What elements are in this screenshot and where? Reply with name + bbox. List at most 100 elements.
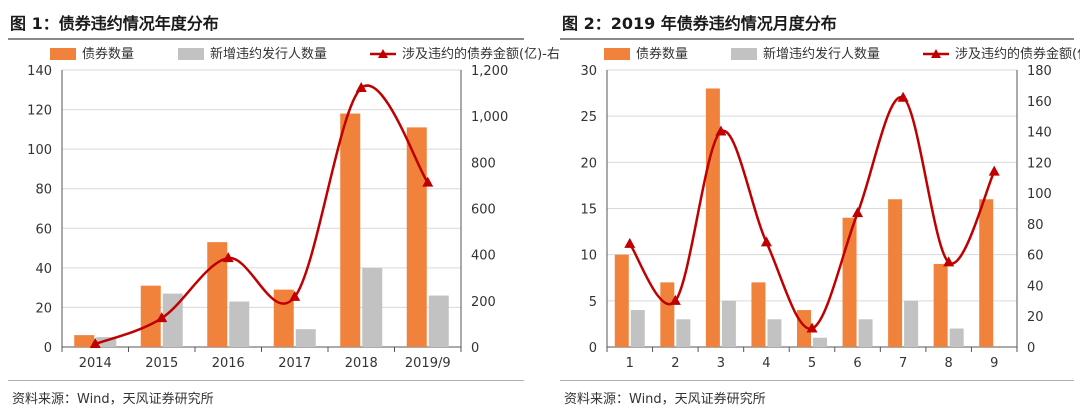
point-amount: [943, 256, 955, 267]
bar-bond-count: [933, 263, 948, 347]
point-amount: [852, 207, 864, 218]
legend-label-amount: 涉及违约的债券金额(亿)-右: [402, 46, 560, 62]
bar-bond-count: [406, 127, 427, 347]
point-amount: [89, 337, 101, 348]
bar-bond-count: [660, 282, 675, 347]
bar-bond-count: [74, 335, 95, 347]
y-right-tick-label: 600: [471, 203, 496, 218]
x-tick-label: 2: [671, 356, 679, 371]
y-right-tick-label: 80: [1027, 218, 1044, 233]
legend-marker-amount: [378, 49, 388, 58]
x-tick-label: 2017: [278, 356, 311, 371]
legend-label-new-issuers: 新增违约发行人数量: [210, 46, 327, 62]
y-left-tick-label: 40: [35, 262, 52, 277]
x-tick-label: 2016: [212, 356, 245, 371]
legend-label-bond-count: 债券数量: [636, 46, 688, 62]
y-left-tick-label: 15: [580, 203, 597, 218]
y-right-tick-label: 160: [1027, 95, 1052, 110]
legend: 债券数量 新增违约发行人数量 涉及违约的债券金额(亿)-右: [50, 46, 560, 62]
x-tick-label: 7: [899, 356, 907, 371]
figure-1-source: 资料来源：Wind，天风证券研究所: [12, 392, 214, 407]
figure-1-title: 图 1：债券违约情况年度分布: [10, 14, 219, 33]
y-left-tick-label: 10: [580, 249, 597, 264]
y-right-tick-label: 400: [471, 249, 496, 264]
point-amount: [355, 82, 367, 93]
x-tick-label: 9: [990, 356, 998, 371]
y-left-tick-label: 80: [35, 183, 52, 198]
bar-new-issuers: [904, 300, 919, 347]
bar-new-issuers: [767, 319, 782, 347]
point-amount: [897, 91, 909, 102]
x-tick-label: 2019/9: [405, 356, 451, 371]
figure-2-top-rule: [560, 38, 1074, 40]
figure-2-title: 图 2：2019 年债券违约情况月度分布: [562, 14, 837, 33]
y-left-tick-label: 30: [580, 64, 597, 79]
bar-bond-count: [273, 289, 294, 347]
y-left-tick-label: 25: [580, 110, 597, 125]
bar-new-issuers: [813, 337, 827, 347]
bar-new-issuers: [295, 329, 316, 347]
y-right-tick-label: 100: [1027, 187, 1052, 202]
bar-new-issuers: [630, 310, 645, 347]
point-amount: [715, 125, 727, 136]
y-right-tick-label: 140: [1027, 126, 1052, 141]
legend-label-amount: 涉及违约的债券金额(亿)-右: [955, 46, 1080, 62]
y-left-tick-label: 0: [44, 341, 52, 356]
y-right-tick-label: 0: [471, 341, 479, 356]
figure-1-panel: 图 1：债券违约情况年度分布 债券数量 新增违约发行人数量 涉及违约的债券金额(亿)…: [0, 0, 560, 415]
bar-bond-count: [888, 199, 903, 347]
point-amount: [289, 290, 301, 301]
y-left-tick-label: 60: [35, 222, 52, 237]
x-tick-label: 3: [717, 356, 725, 371]
bar-new-issuers: [362, 267, 383, 347]
legend-label-new-issuers: 新增违约发行人数量: [763, 46, 880, 62]
x-tick-label: 1: [626, 356, 634, 371]
bar-bond-count: [751, 282, 766, 347]
figure-2-panel: 图 2：2019 年债券违约情况月度分布 债券数量 新增违约发行人数量 涉及违约的债…: [552, 0, 1080, 415]
y-left-tick-label: 140: [27, 64, 52, 79]
y-left-tick-label: 0: [589, 341, 597, 356]
point-amount: [806, 322, 818, 333]
bar-new-issuers: [949, 328, 964, 347]
y-left-tick-label: 5: [589, 295, 597, 310]
y-right-tick-label: 20: [1027, 310, 1044, 325]
legend-label-bond-count: 债券数量: [82, 46, 134, 62]
legend-marker-amount: [931, 49, 941, 58]
point-amount: [222, 252, 234, 263]
bar-new-issuers: [229, 301, 250, 347]
legend-swatch-new-issuers: [731, 48, 757, 60]
y-right-tick-label: 180: [1027, 64, 1052, 79]
bar-new-issuers: [96, 337, 117, 347]
figure-2-bottom-rule: [560, 380, 1074, 381]
legend-swatch-new-issuers: [178, 48, 204, 60]
bar-bond-count: [340, 113, 361, 348]
bar-bond-count: [705, 88, 720, 347]
y-right-tick-label: 40: [1027, 279, 1044, 294]
x-tick-label: 2018: [345, 356, 378, 371]
bar-new-issuers: [858, 319, 873, 347]
figure-1-chart: 债券数量 新增违约发行人数量 涉及违约的债券金额(亿)-右 0 20 40 60 80 100 1…: [27, 46, 560, 371]
point-amount: [988, 165, 1000, 176]
bar-bond-count: [207, 242, 228, 347]
figure-2-source: 资料来源：Wind，天风证券研究所: [564, 392, 766, 407]
y-right-tick-label: 1,000: [471, 110, 508, 125]
x-tick-label: 6: [853, 356, 861, 371]
y-left-tick-label: 20: [580, 156, 597, 171]
point-amount: [422, 176, 434, 187]
x-tick-label: 2015: [145, 356, 178, 371]
y-left-tick-label: 120: [27, 104, 52, 119]
y-right-tick-label: 800: [471, 156, 496, 171]
bar-bond-count: [140, 285, 161, 347]
point-amount: [669, 294, 681, 305]
figure-1-top-rule: [8, 38, 524, 40]
bar-new-issuers: [428, 295, 449, 347]
bar-bond-count: [614, 254, 629, 347]
point-amount: [624, 237, 636, 248]
y-right-tick-label: 1,200: [471, 64, 508, 79]
point-amount: [156, 312, 168, 323]
bar-bond-count: [979, 199, 994, 347]
figure-1-bottom-rule: [8, 380, 524, 381]
bar-new-issuers: [676, 319, 691, 347]
y-right-tick-label: 60: [1027, 249, 1044, 264]
x-tick-label: 4: [762, 356, 770, 371]
